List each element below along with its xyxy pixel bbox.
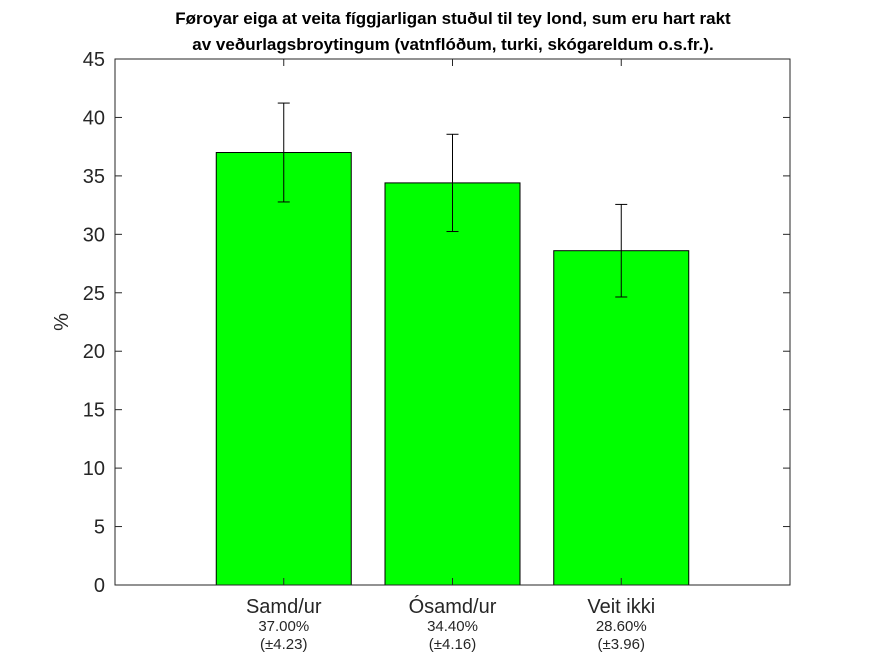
y-axis-ticks: 0 5 10 15 20 25 30 35 40 45 xyxy=(83,49,790,597)
category-label: Samd/ur xyxy=(246,596,322,618)
y-tick-label: 10 xyxy=(83,458,105,480)
y-axis-label: % xyxy=(51,313,73,331)
chart-title-line-2: av veðurlagsbroytingum (vatnflóðum, turk… xyxy=(192,35,713,54)
y-tick-label: 45 xyxy=(83,49,105,71)
value-label: 34.40% xyxy=(427,618,478,635)
y-tick-label: 15 xyxy=(83,400,105,422)
error-bar-2 xyxy=(446,133,459,233)
bar-1 xyxy=(215,152,352,586)
y-tick-label: 30 xyxy=(83,224,105,246)
error-label: (±4.16) xyxy=(429,636,476,653)
bar-3 xyxy=(553,250,690,586)
error-bar-3 xyxy=(615,203,628,298)
bar-2 xyxy=(384,182,521,586)
y-tick-label: 0 xyxy=(94,575,105,597)
value-label: 37.00% xyxy=(258,618,309,635)
y-tick-label: 35 xyxy=(83,166,105,188)
y-tick-label: 25 xyxy=(83,283,105,305)
value-label: 28.60% xyxy=(596,618,647,635)
category-label: Veit ikki xyxy=(587,596,655,618)
error-bar-1 xyxy=(277,102,290,203)
error-label: (±4.23) xyxy=(260,636,307,653)
error-label: (±3.96) xyxy=(598,636,645,653)
error-bars-layer xyxy=(277,102,628,298)
y-tick-label: 5 xyxy=(94,517,105,539)
chart-title-line-1: Føroyar eiga at veita fíggjarligan stuðu… xyxy=(175,9,731,28)
y-tick-label: 20 xyxy=(83,341,105,363)
category-label: Ósamd/ur xyxy=(409,595,497,618)
y-tick-label: 40 xyxy=(83,107,105,129)
